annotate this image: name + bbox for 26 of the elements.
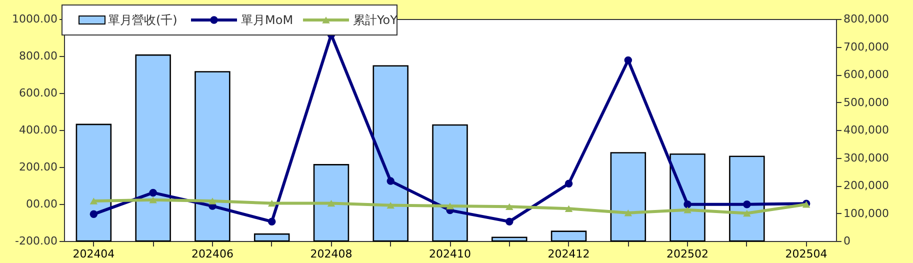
y2-tick-label: 200,000 <box>844 179 889 192</box>
x-tick-label: 202406 <box>191 248 234 260</box>
y-tick-label: 400.00 <box>19 124 58 136</box>
y-tick-label: 200.00 <box>19 160 58 174</box>
x-tick-label: 202404 <box>72 248 115 260</box>
x-tick-label: 202410 <box>429 248 471 260</box>
y-tick-label: 800.00 <box>19 50 58 62</box>
x-tick-label: 202504 <box>785 248 828 260</box>
y2-tick-label: 800,000 <box>844 12 889 26</box>
y-tick-label: -200.00 <box>15 234 58 248</box>
x-tick-label: 202408 <box>310 248 352 260</box>
legend-label: 單月MoM <box>241 13 294 27</box>
y2-tick-label: 300,000 <box>844 151 889 164</box>
x-tick-label: 202502 <box>666 248 709 260</box>
y2-tick-label: 500,000 <box>844 96 889 109</box>
y2-tick-label: 600,000 <box>844 68 889 81</box>
x-tick-label: 202412 <box>548 248 590 260</box>
y-tick-label: 00.00 <box>26 198 58 210</box>
legend-label: 累計YoY <box>353 13 398 27</box>
y2-tick-label: 0 <box>844 234 850 248</box>
y2-tick-label: 100,000 <box>844 206 889 220</box>
y-tick-label: 600.00 <box>19 86 58 100</box>
y2-tick-label: 700,000 <box>844 40 889 54</box>
y2-tick-label: 400,000 <box>844 124 889 136</box>
y-tick-label: 1000.00 <box>12 12 58 26</box>
legend-label: 單月營收(千) <box>108 13 178 27</box>
